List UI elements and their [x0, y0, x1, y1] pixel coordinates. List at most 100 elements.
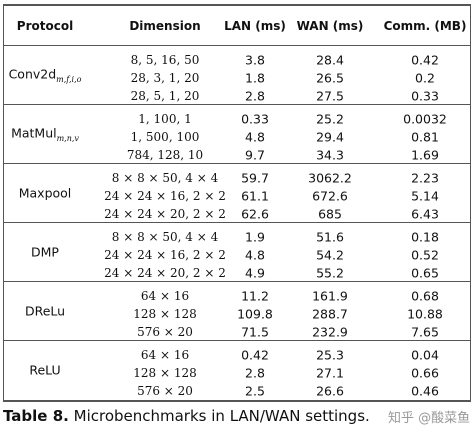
cell-value: 288.7 [312, 306, 348, 322]
cell-value: 11.2 [241, 288, 269, 304]
protocol-name: MatMul [11, 124, 57, 140]
dimension: 1, 500, 100 [130, 130, 200, 144]
cell-value: 0.0032 [403, 111, 447, 127]
cell-value: 2.8 [245, 88, 265, 104]
cell-value: 0.46 [411, 383, 439, 399]
cell-value: 3062.2 [308, 170, 352, 186]
cell-value: 232.9 [312, 324, 348, 340]
cell-value: 0.65 [411, 265, 439, 281]
column-header: Comm. (MB) [383, 19, 467, 33]
cell-value: 0.33 [411, 88, 439, 104]
cell-value: 7.65 [411, 324, 439, 340]
protocol-name: DMP [31, 244, 59, 259]
dimension: 128 × 128 [133, 366, 197, 380]
protocol: Conv2dm,f,i,o [9, 66, 82, 84]
cell-value: 672.6 [312, 188, 348, 204]
cell-value: 0.52 [411, 247, 439, 263]
column-header: WAN (ms) [296, 19, 364, 33]
caption: Table 8. Microbenchmarks in LAN/WAN sett… [3, 407, 370, 425]
cell-value: 25.3 [316, 347, 344, 363]
cell-value: 27.1 [316, 365, 344, 381]
cell-value: 0.68 [411, 288, 439, 304]
column-header: LAN (ms) [224, 19, 286, 33]
protocol-name: Maxpool [18, 185, 72, 200]
protocol: DMP [31, 244, 59, 259]
dimension: 8, 5, 16, 50 [130, 53, 200, 67]
cell-value: 685 [318, 206, 342, 222]
cell-value: 4.9 [245, 265, 265, 281]
cell-value: 2.8 [245, 365, 265, 381]
cell-value: 0.42 [241, 347, 269, 363]
cell-value: 27.5 [316, 88, 344, 104]
cell-value: 54.2 [316, 247, 344, 263]
group-rule [3, 281, 471, 282]
cell-value: 34.3 [316, 147, 344, 163]
caption-text: Microbenchmarks in LAN/WAN settings. [73, 407, 370, 425]
cell-value: 161.9 [312, 288, 348, 304]
dimension: 1, 100, 1 [138, 112, 192, 126]
cell-value: 10.88 [407, 306, 443, 322]
column-header: Dimension [129, 19, 201, 33]
group-rule [3, 222, 471, 223]
dimension: 8 × 8 × 50, 4 × 4 [111, 171, 219, 185]
cell-value: 4.8 [245, 247, 265, 263]
protocol: DReLu [25, 303, 65, 318]
cell-value: 29.4 [316, 129, 344, 145]
cell-value: 1.69 [411, 147, 439, 163]
cell-value: 0.18 [411, 229, 439, 245]
cell-value: 109.8 [237, 306, 273, 322]
cell-value: 1.9 [245, 229, 265, 245]
cell-value: 61.1 [241, 188, 269, 204]
caption-label: Table 8. [3, 407, 69, 425]
cell-value: 5.14 [411, 188, 439, 204]
protocol-name: DReLu [24, 303, 66, 318]
protocol-name: Conv2d [8, 65, 57, 81]
cell-value: 0.04 [411, 347, 439, 363]
dimension: 24 × 24 × 20, 2 × 2 [104, 207, 226, 221]
cell-value: 9.7 [245, 147, 265, 163]
top-rule [3, 4, 471, 6]
dimension: 28, 3, 1, 20 [130, 71, 200, 85]
watermark: 知乎 @酸菜鱼 [388, 411, 471, 426]
cell-value: 26.5 [316, 70, 344, 86]
protocol-name: ReLU [29, 362, 61, 377]
column-header: Protocol [16, 19, 74, 33]
dimension: 24 × 24 × 16, 2 × 2 [104, 189, 226, 203]
cell-value: 2.5 [245, 383, 265, 399]
cell-value: 62.6 [241, 206, 269, 222]
cell-value: 0.42 [411, 52, 439, 68]
cell-value: 0.66 [411, 365, 439, 381]
protocol-subscript: m,n,v [56, 133, 79, 143]
cell-value: 0.2 [415, 70, 435, 86]
cell-value: 3.8 [245, 52, 265, 68]
group-rule [3, 104, 471, 105]
cell-value: 55.2 [316, 265, 344, 281]
dimension: 28, 5, 1, 20 [130, 89, 200, 103]
dimension: 784, 128, 10 [126, 148, 204, 162]
dimension: 128 × 128 [133, 307, 197, 321]
cell-value: 1.8 [245, 70, 265, 86]
cell-value: 28.4 [316, 52, 344, 68]
cell-value: 71.5 [241, 324, 269, 340]
dimension: 64 × 16 [140, 289, 190, 303]
dimension: 64 × 16 [140, 348, 190, 362]
cell-value: 4.8 [245, 129, 265, 145]
dimension: 576 × 20 [137, 384, 193, 398]
cell-value: 6.43 [411, 206, 439, 222]
cell-value: 51.6 [316, 229, 344, 245]
dimension: 24 × 24 × 20, 2 × 2 [104, 266, 226, 280]
header-rule [3, 45, 471, 46]
cell-value: 26.6 [316, 383, 344, 399]
cell-value: 25.2 [316, 111, 344, 127]
protocol: Maxpool [19, 185, 72, 200]
cell-value: 2.23 [411, 170, 439, 186]
cell-value: 0.33 [241, 111, 269, 127]
protocol-subscript: m,f,i,o [56, 74, 82, 84]
dimension: 24 × 24 × 16, 2 × 2 [104, 248, 226, 262]
cell-value: 59.7 [241, 170, 269, 186]
group-rule [3, 163, 471, 164]
protocol: MatMulm,n,v [11, 125, 79, 143]
border [470, 4, 471, 400]
dimension: 8 × 8 × 50, 4 × 4 [111, 230, 219, 244]
